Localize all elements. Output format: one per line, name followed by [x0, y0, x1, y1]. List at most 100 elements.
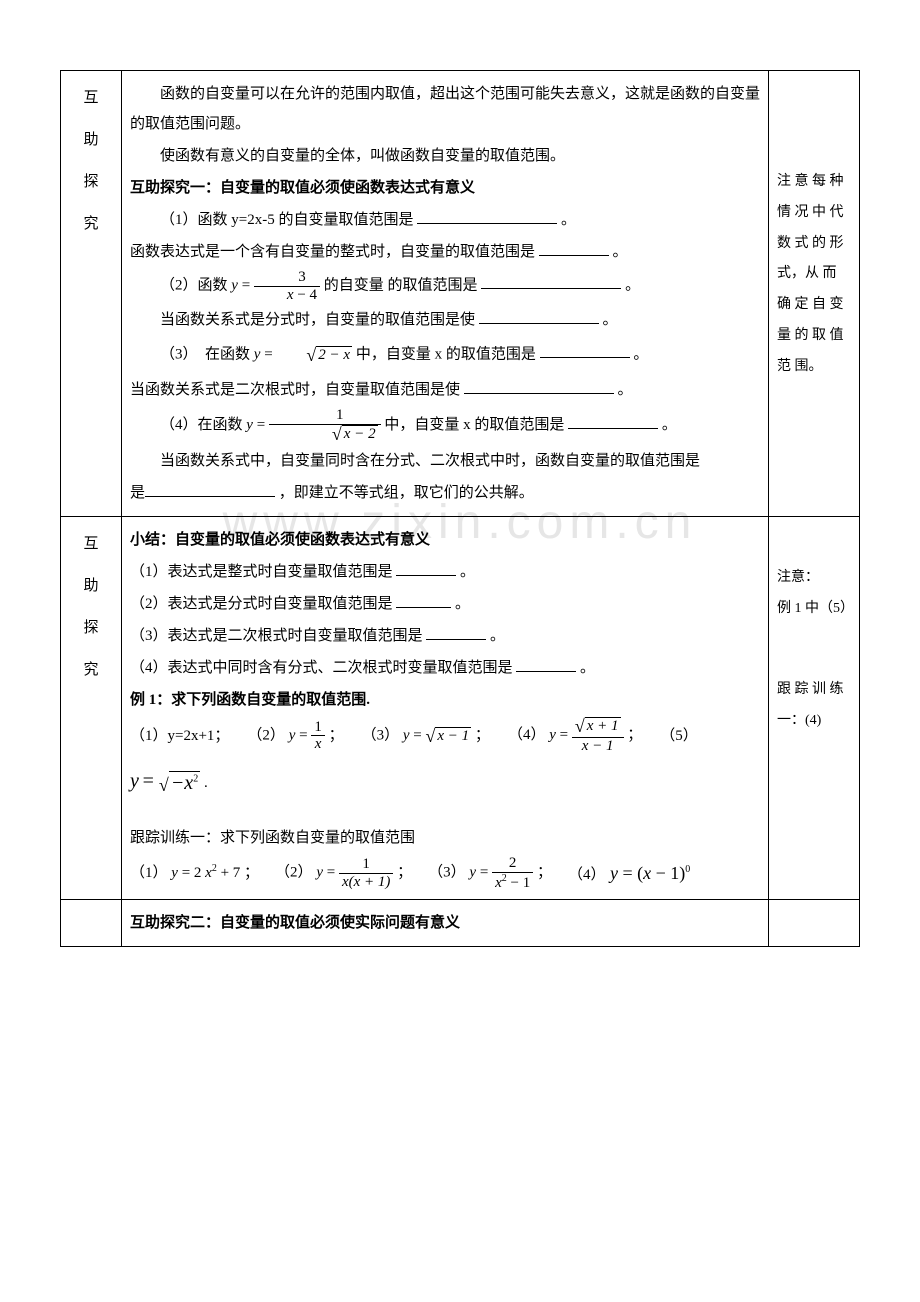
left-char: 互: [69, 77, 113, 119]
q1b-tail: 。: [613, 244, 628, 260]
t3-num: 2: [492, 855, 533, 873]
q4-y: y: [246, 417, 253, 433]
t4-label: （4）: [568, 867, 606, 883]
q4b-text-a: 当函数关系式中，自变量同时含在分式、二次根式中时，函数自变量的取值范围是: [160, 453, 700, 469]
ex3-tail: ；: [475, 727, 490, 743]
ex2-y: y: [289, 727, 296, 743]
section-row-1: 互 助 探 究 函数的自变量可以在允许的范围内取值，超出这个范围可能失去意义，这…: [61, 71, 860, 517]
t3: （3） y = 2x2 − 1 ；: [428, 855, 552, 891]
left-char: 究: [69, 649, 113, 691]
t3-frac: 2x2 − 1: [492, 855, 533, 891]
t4-mid: − 1): [651, 863, 685, 883]
t2-label: （2）: [275, 865, 313, 881]
left-label-1: 互 助 探 究: [61, 71, 122, 517]
ex4-y: y: [549, 727, 556, 743]
q1-tail: 。: [561, 212, 576, 228]
t4-x: x: [643, 863, 651, 883]
left-char: 互: [69, 523, 113, 565]
ex1: （1）y=2x+1；: [130, 721, 229, 751]
ex4-frac: √x + 1 x − 1: [572, 717, 624, 754]
left-char: 探: [69, 607, 113, 649]
ex4-sqrt: √x + 1: [575, 717, 621, 737]
q3-eq: =: [264, 346, 276, 362]
section-row-2: 互 助 探 究 小结：自变量的取值必须使函数表达式有意义 （1）表达式是整式时自…: [61, 517, 860, 900]
ex4-label: （4）: [508, 727, 546, 743]
ex5-eq: =: [143, 770, 159, 792]
t1-sup: 2: [212, 863, 217, 874]
t1-d: + 7 ；: [221, 865, 259, 881]
s4: （4）表达式中同时含有分式、二次根式时变量取值范围是 。: [130, 653, 760, 683]
layout-table: 互 助 探 究 函数的自变量可以在允许的范围内取值，超出这个范围可能失去意义，这…: [60, 70, 860, 947]
ex2-label: （2）: [247, 727, 285, 743]
q3-y: y: [254, 346, 261, 362]
ex5-sqrt: √−x2: [159, 763, 200, 803]
t3-den-a: x: [495, 875, 502, 891]
heading-1: 互助探究一：自变量的取值必须使函数表达式有意义: [130, 173, 760, 203]
t4-eq: = (: [622, 863, 643, 883]
blank: [417, 207, 557, 225]
ex4: （4） y = √x + 1 x − 1 ；: [508, 717, 642, 754]
q2-y: y: [231, 277, 238, 293]
q3-mid: 中，自变量 x 的取值范围是: [356, 346, 536, 362]
blank: [540, 341, 630, 359]
t1-label: （1）: [130, 865, 168, 881]
radical-icon: √: [426, 726, 436, 746]
q4-den: √x − 2: [269, 425, 381, 445]
q3-rad: 2 − x: [316, 346, 352, 363]
q3: （3） 在函数 y = √2 − x 中，自变量 x 的取值范围是 。: [130, 337, 760, 373]
ex4-num-rad: x + 1: [585, 717, 621, 734]
track-row: （1） y = 2 x2 + 7 ； （2） y = 1x(x + 1) ；: [130, 855, 760, 891]
ex5-tail: .: [204, 775, 208, 791]
s1: （1）表达式是整式时自变量取值范围是 。: [130, 557, 760, 587]
q1b: 函数表达式是一个含有自变量的整式时，自变量的取值范围是 。: [130, 237, 760, 267]
q3b-tail: 。: [618, 382, 633, 398]
q4-num: 1: [269, 407, 381, 425]
ex-row: （1）y=2x+1； （2） y = 1x ； （3） y = √x − 1 ；: [130, 717, 760, 754]
s2: （2）表达式是分式时自变量取值范围是 。: [130, 589, 760, 619]
rn2a: 注意：: [777, 563, 851, 594]
ex5-rad-wrap: −x2: [169, 771, 200, 794]
ex5-label: （5）: [660, 721, 698, 751]
q2-den: x − 4: [254, 287, 320, 304]
q4-frac: 1 √x − 2: [269, 407, 381, 444]
q3-sqrt: √2 − x: [276, 337, 352, 373]
t2-eq: =: [327, 865, 339, 881]
ex-title: 例 1：求下列函数自变量的取值范围.: [130, 685, 760, 715]
t1: （1） y = 2 x2 + 7 ；: [130, 858, 259, 888]
blank: [396, 591, 451, 609]
para: 函数的自变量可以在允许的范围内取值，超出这个范围可能失去意义，这就是函数的自变量…: [130, 79, 760, 139]
t3-label: （3）: [428, 865, 466, 881]
t3-y: y: [469, 865, 476, 881]
s2-text: （2）表达式是分式时自变量取值范围是: [130, 596, 393, 612]
q4b: 当函数关系式中，自变量同时含在分式、二次根式中时，函数自变量的取值范围是: [130, 446, 760, 476]
rn1: 注 意 每 种 情 况 中 代 数 式 的 形 式，从 而 确 定 自 变 量 …: [777, 167, 851, 383]
left-char: 究: [69, 203, 113, 245]
ex4-den: x − 1: [572, 738, 624, 755]
radical-icon: √: [575, 716, 585, 736]
q4-tail: 。: [662, 417, 677, 433]
ex2-eq: =: [299, 727, 311, 743]
track-title: 跟踪训练一：求下列函数自变量的取值范围: [130, 823, 760, 853]
ex5-y: y: [130, 770, 139, 792]
blank: [145, 480, 275, 498]
t2-den: x(x + 1): [339, 874, 393, 891]
q3b: 当函数关系式是二次根式时，自变量取值范围是使 。: [130, 375, 760, 405]
para: 使函数有意义的自变量的全体，叫做函数自变量的取值范围。: [130, 141, 760, 171]
t1-a: y: [171, 865, 178, 881]
s3-tail: 。: [490, 628, 505, 644]
radical-icon: √: [332, 424, 342, 444]
t3-eq: =: [480, 865, 492, 881]
q3b-text: 当函数关系式是二次根式时，自变量取值范围是使: [130, 382, 460, 398]
q4-sqrt: √x − 2: [302, 425, 378, 445]
t3-den: x2 − 1: [492, 873, 533, 892]
right-notes-1: 注 意 每 种 情 况 中 代 数 式 的 形 式，从 而 确 定 自 变 量 …: [769, 71, 860, 517]
s2-tail: 。: [455, 596, 470, 612]
q2-eq: =: [242, 277, 254, 293]
q2b-tail: 。: [603, 312, 618, 328]
right-notes-2: 注意： 例 1 中（5） 跟 踪 训 练一：(4): [769, 517, 860, 900]
rn2c: 跟 踪 训 练一：(4): [777, 675, 851, 737]
left-char: 探: [69, 161, 113, 203]
q2-num: 3: [254, 269, 320, 287]
q2-frac: 3 x − 4: [254, 269, 320, 303]
q4b-text-b: ，即建立不等式组，取它们的公共解。: [279, 485, 534, 501]
